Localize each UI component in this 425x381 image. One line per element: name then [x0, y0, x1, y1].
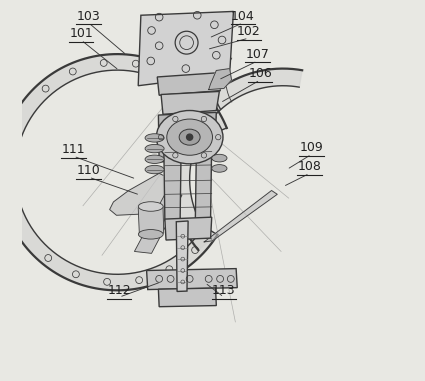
Text: 110: 110 [77, 164, 101, 177]
Polygon shape [138, 11, 233, 86]
Text: 101: 101 [69, 27, 93, 40]
Text: 103: 103 [77, 10, 101, 23]
Text: 111: 111 [62, 143, 85, 156]
Text: 104: 104 [231, 10, 255, 23]
Circle shape [187, 134, 193, 140]
Polygon shape [176, 221, 188, 291]
Text: 102: 102 [237, 25, 261, 38]
Polygon shape [110, 173, 164, 215]
Polygon shape [173, 69, 302, 250]
Polygon shape [147, 269, 237, 290]
Ellipse shape [179, 129, 200, 145]
Text: 107: 107 [246, 48, 269, 61]
Polygon shape [204, 190, 277, 242]
Polygon shape [159, 112, 216, 162]
Text: 112: 112 [108, 284, 131, 297]
Text: 113: 113 [212, 284, 236, 297]
Ellipse shape [212, 165, 227, 172]
Polygon shape [0, 54, 227, 290]
Polygon shape [159, 288, 216, 307]
Ellipse shape [212, 154, 227, 162]
Text: 106: 106 [248, 67, 272, 80]
Polygon shape [157, 72, 223, 95]
Ellipse shape [145, 144, 164, 153]
Ellipse shape [156, 110, 223, 164]
Polygon shape [164, 139, 181, 221]
Polygon shape [209, 69, 232, 90]
Polygon shape [134, 194, 182, 253]
Text: 108: 108 [298, 160, 322, 173]
Polygon shape [196, 140, 212, 219]
Ellipse shape [145, 155, 164, 163]
Text: 109: 109 [300, 141, 323, 154]
Ellipse shape [145, 165, 164, 174]
Ellipse shape [139, 229, 163, 239]
Polygon shape [161, 91, 219, 114]
Polygon shape [138, 207, 164, 234]
Polygon shape [165, 217, 212, 240]
Ellipse shape [167, 119, 212, 155]
Ellipse shape [139, 202, 163, 211]
Ellipse shape [145, 134, 164, 142]
